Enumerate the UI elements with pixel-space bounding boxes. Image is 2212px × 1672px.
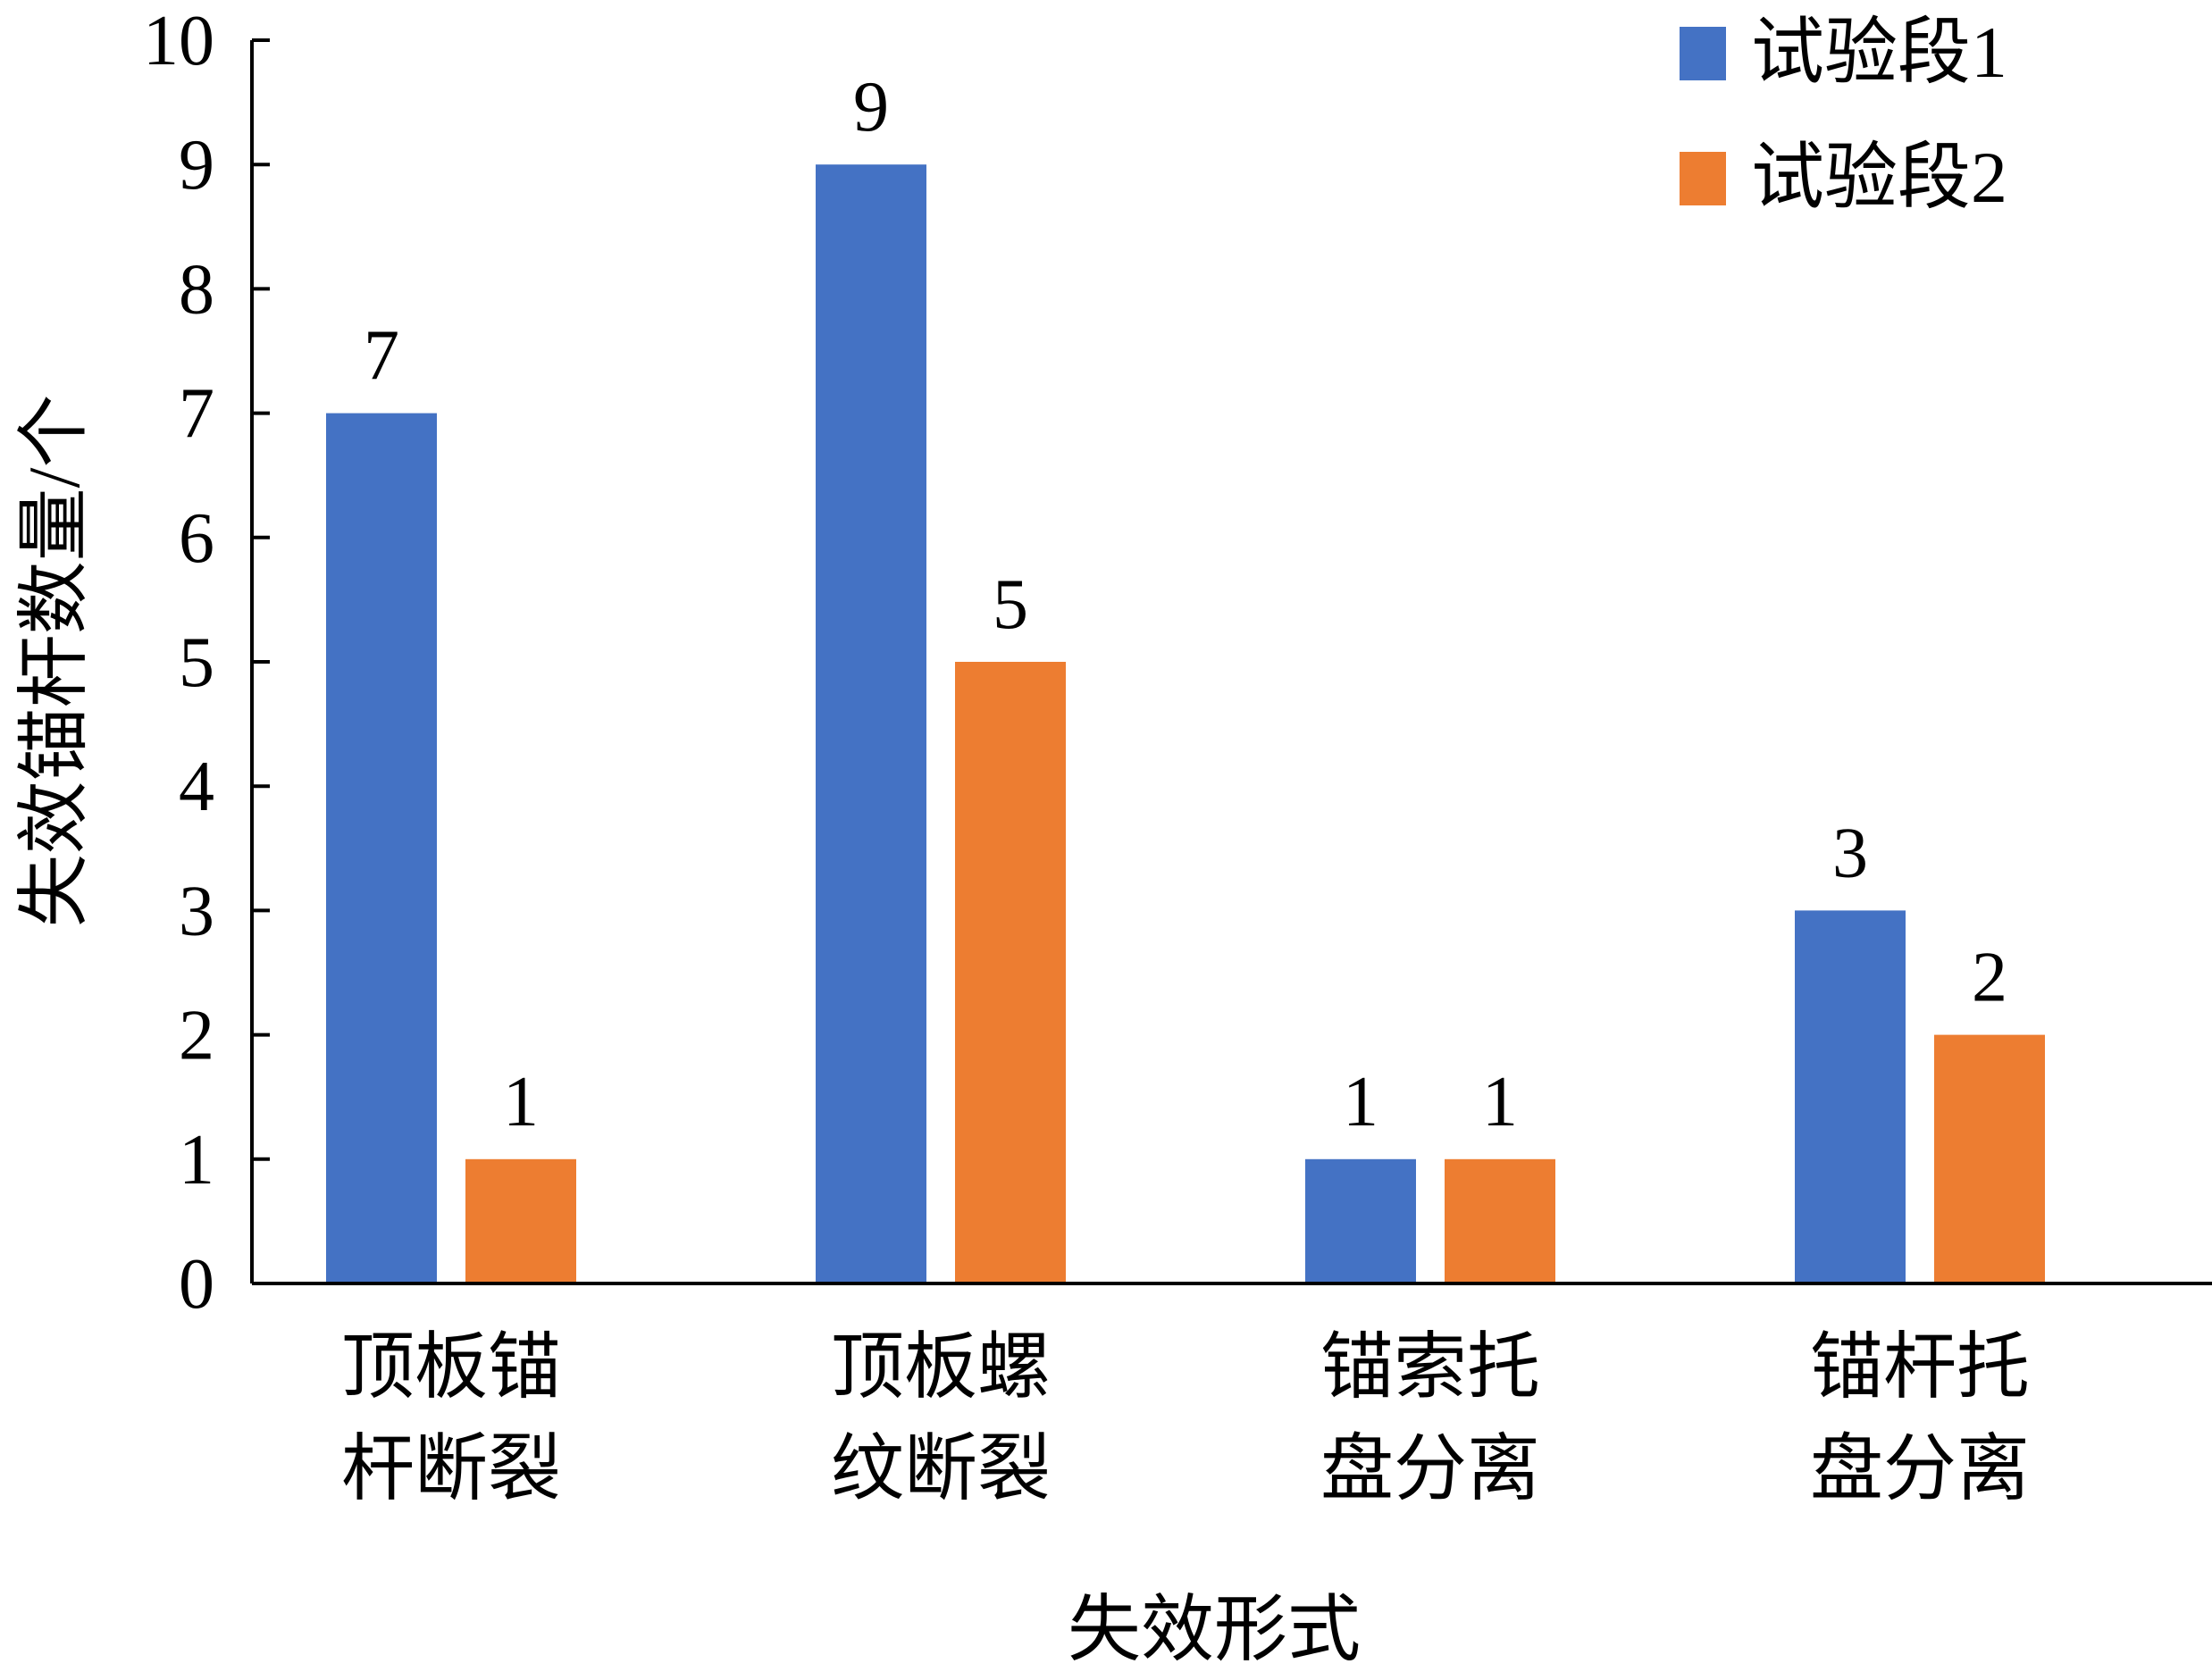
- x-category-label: 顶板螺: [831, 1326, 1051, 1408]
- y-tick-label: 0: [179, 1245, 214, 1324]
- legend-label: 试验段1: [1751, 12, 2007, 93]
- data-label: 3: [1832, 814, 1868, 892]
- bar-series1: [816, 164, 926, 1284]
- data-label: 5: [993, 565, 1028, 644]
- y-tick-label: 3: [179, 872, 214, 950]
- data-labels-group: 7 9 1 3 1 5 1 2: [364, 68, 2007, 1141]
- data-label: 1: [503, 1063, 539, 1141]
- y-tick-label: 2: [179, 997, 214, 1075]
- x-category-label: 杆断裂: [341, 1428, 561, 1509]
- y-tick-label: 8: [179, 250, 214, 329]
- data-label: 7: [364, 317, 399, 396]
- data-label: 9: [853, 68, 889, 146]
- bar-series1: [1305, 1158, 1416, 1283]
- data-label: 1: [1482, 1063, 1518, 1141]
- x-category-label: 顶板锚: [341, 1326, 561, 1408]
- legend: 试验段1 试验段2: [1680, 12, 2007, 218]
- x-category-label: 盘分离: [1320, 1428, 1540, 1509]
- y-tick-label: 6: [179, 499, 214, 578]
- x-category-label: 锚索托: [1320, 1326, 1540, 1408]
- x-axis-title: 失效形式: [1068, 1589, 1361, 1670]
- bar-series2: [1934, 1034, 2045, 1283]
- data-label: 1: [1343, 1063, 1378, 1141]
- data-label: 2: [1972, 939, 2007, 1017]
- bar-series1: [1795, 910, 1906, 1283]
- bars-group: [326, 164, 2045, 1284]
- legend-swatch: [1680, 152, 1726, 205]
- x-category-label: 锚杆托: [1810, 1326, 2030, 1408]
- y-tick-label: 4: [179, 748, 214, 826]
- legend-label: 试验段2: [1751, 137, 2007, 218]
- x-category-label: 盘分离: [1810, 1428, 2030, 1509]
- y-tick-label: 1: [179, 1121, 214, 1200]
- y-tick-label: 9: [179, 126, 214, 205]
- bar-series2: [465, 1158, 576, 1283]
- legend-swatch: [1680, 27, 1726, 80]
- y-tick-label: 7: [179, 375, 214, 454]
- y-tick-label: 10: [143, 2, 214, 80]
- bar-series2: [1445, 1158, 1555, 1283]
- y-axis-title: 失效锚杆数量/个: [13, 395, 95, 928]
- bar-series1: [326, 413, 437, 1284]
- x-category-label: 纹断裂: [831, 1428, 1051, 1509]
- bar-series2: [955, 662, 1066, 1283]
- y-tick-label: 5: [179, 623, 214, 702]
- y-ticks-group: 0 1 2 3 4 5 6 7 8 9 10: [143, 2, 270, 1324]
